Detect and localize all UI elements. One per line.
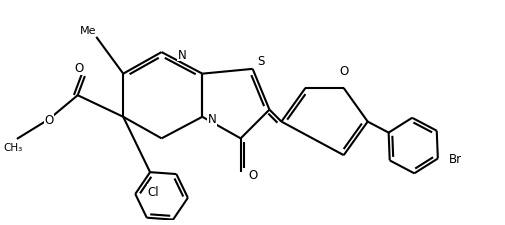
Text: Me: Me: [80, 25, 96, 35]
Text: Br: Br: [448, 152, 462, 165]
Text: O: O: [339, 65, 348, 77]
Text: N: N: [178, 49, 186, 61]
Text: CH₃: CH₃: [4, 142, 23, 152]
Text: O: O: [75, 62, 84, 75]
Text: Cl: Cl: [147, 185, 159, 198]
Text: O: O: [44, 113, 54, 126]
Text: O: O: [248, 168, 257, 181]
Text: S: S: [258, 54, 265, 68]
Text: N: N: [208, 113, 216, 126]
